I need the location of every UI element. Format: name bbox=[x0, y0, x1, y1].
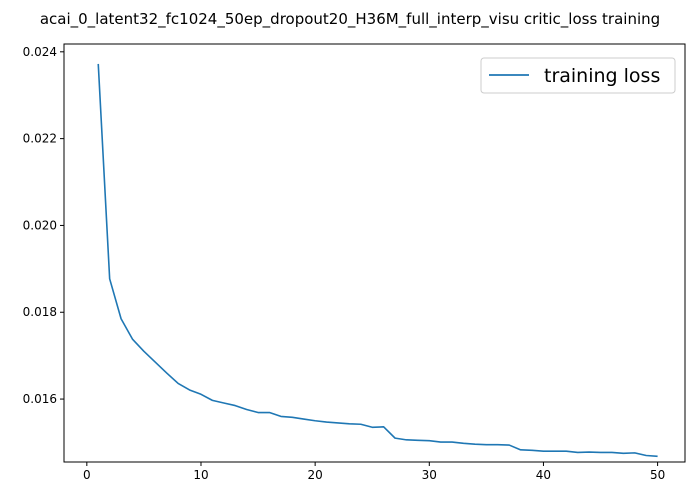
plot-area bbox=[63, 43, 686, 463]
y-axis: 0.016 0.018 0.020 0.022 0.024 bbox=[23, 45, 64, 406]
x-tick-label: 50 bbox=[650, 468, 665, 482]
y-tick-label: 0.022 bbox=[23, 132, 57, 146]
x-tick-label: 30 bbox=[422, 468, 437, 482]
x-tick-label: 10 bbox=[193, 468, 208, 482]
chart-title: acai_0_latent32_fc1024_50ep_dropout20_H3… bbox=[40, 10, 660, 29]
series-line-training-loss bbox=[97, 63, 658, 458]
x-tick-label: 0 bbox=[83, 468, 91, 482]
series-layer bbox=[97, 63, 658, 458]
legend-label: training loss bbox=[544, 65, 660, 87]
x-tick-label: 20 bbox=[307, 468, 322, 482]
x-axis: 0 10 20 30 40 50 bbox=[83, 462, 665, 482]
legend-box bbox=[480, 57, 676, 94]
y-tick-label: 0.018 bbox=[23, 305, 57, 319]
y-tick-label: 0.016 bbox=[23, 392, 57, 406]
y-tick-label: 0.024 bbox=[23, 45, 57, 59]
x-tick-label: 40 bbox=[536, 468, 551, 482]
y-tick-label: 0.020 bbox=[23, 218, 57, 232]
legend: training loss bbox=[480, 57, 676, 94]
